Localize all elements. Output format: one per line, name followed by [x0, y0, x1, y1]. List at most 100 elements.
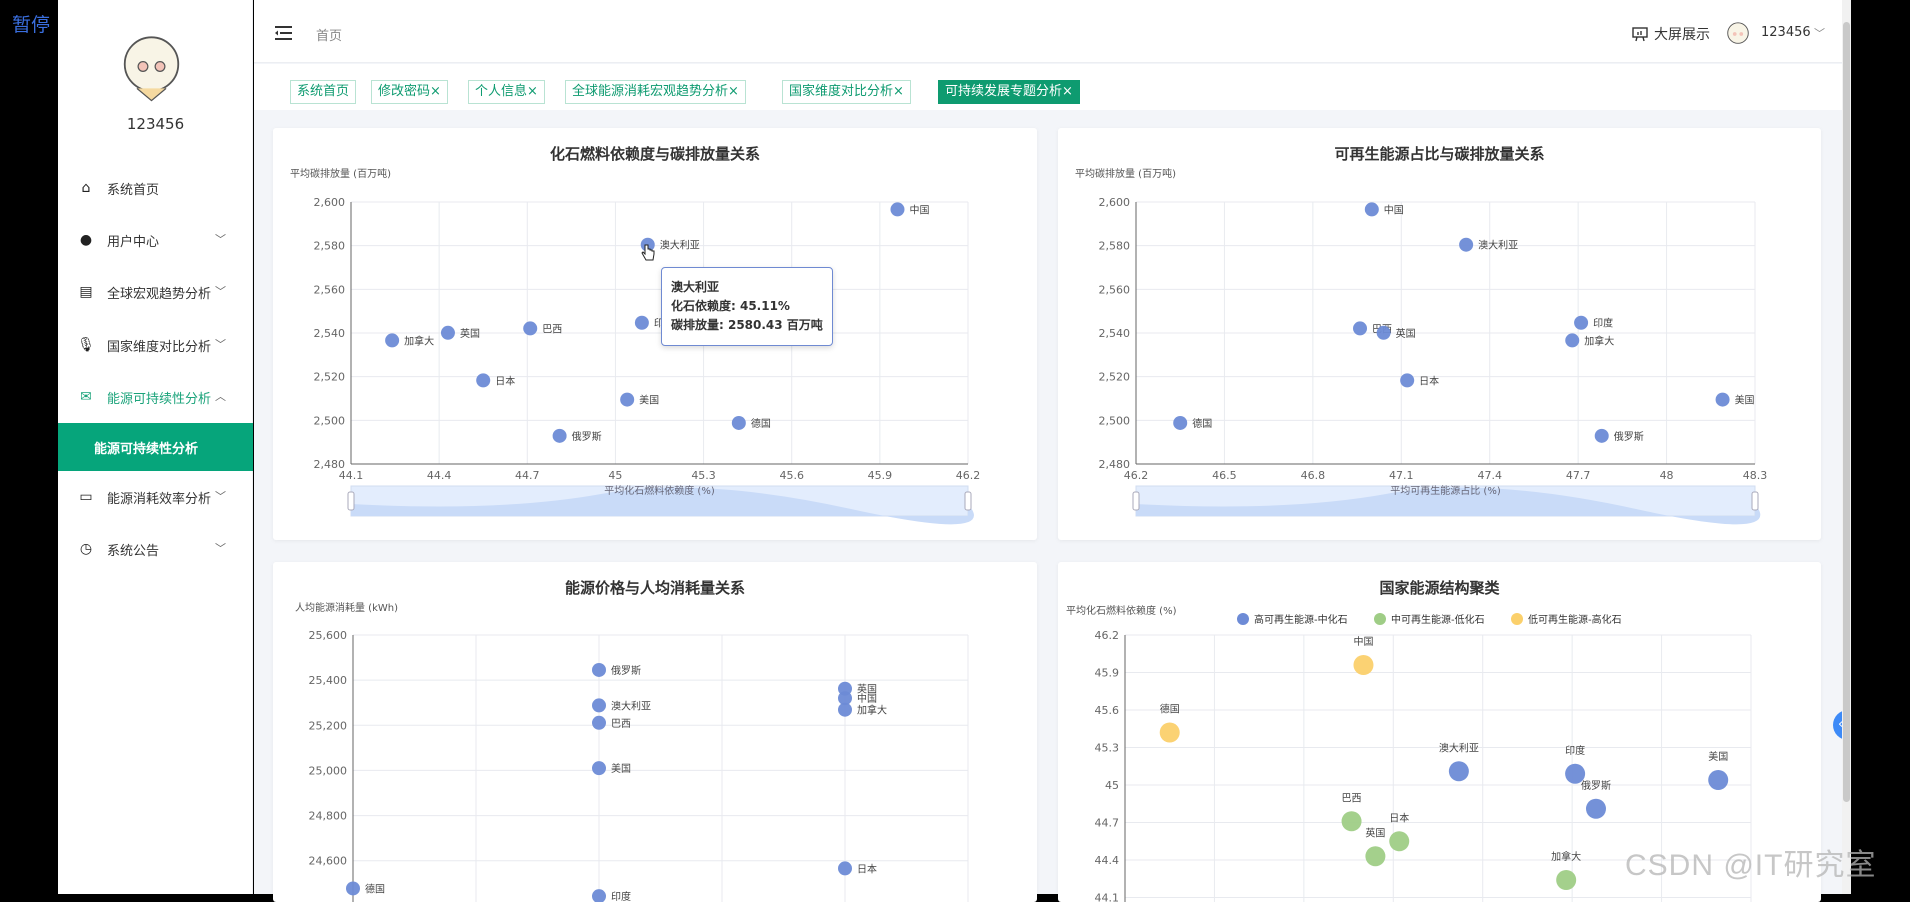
x-tick-label: 45.3 — [691, 469, 716, 482]
sidebar-item-4[interactable]: ✉能源可持续性分析︿ — [58, 377, 253, 417]
point-label: 俄罗斯 — [611, 664, 641, 677]
chevron-down-icon[interactable]: ﹀ — [1814, 25, 1825, 41]
sidebar-item-5[interactable]: ▭能源消耗效率分析﹀ — [58, 477, 253, 517]
close-icon[interactable]: × — [430, 84, 441, 99]
y-tick-label: 2,540 — [314, 327, 346, 340]
legend-label: 低可再生能源-高化石 — [1528, 613, 1622, 626]
id-card-icon: ▭ — [78, 489, 94, 505]
point-label: 加拿大 — [1584, 334, 1614, 347]
close-icon[interactable]: × — [1062, 84, 1073, 99]
x-tick-label: 46.2 — [956, 469, 981, 482]
sidebar-item-label: 系统公告 — [107, 540, 159, 559]
tab-5[interactable]: 可持续发展专题分析× — [938, 80, 1080, 104]
point-label: 巴西 — [611, 718, 631, 730]
x-tick-label: 45 — [608, 469, 622, 482]
datazoom-handle[interactable] — [348, 492, 354, 510]
close-icon[interactable]: × — [893, 84, 904, 99]
y-tick-label: 45.9 — [1095, 667, 1120, 680]
point-label: 英国 — [1396, 327, 1416, 340]
menu-toggle-icon[interactable] — [275, 26, 292, 40]
chevron-icon: ︿ — [215, 388, 226, 404]
user-avatar[interactable] — [115, 30, 188, 103]
x-tick-label: 48.3 — [1743, 469, 1768, 482]
tab-4[interactable]: 国家维度对比分析× — [782, 80, 911, 104]
y-tick-label: 44.4 — [1095, 854, 1120, 867]
point-label: 日本 — [857, 862, 877, 875]
point-label: 澳大利亚 — [611, 699, 651, 712]
datazoom-handle[interactable] — [1133, 492, 1139, 510]
scrollbar[interactable] — [1842, 0, 1851, 894]
y-tick-label: 2,560 — [1099, 283, 1131, 296]
y-tick-label: 45 — [1105, 779, 1119, 792]
home-icon: ⌂ — [78, 180, 94, 196]
chart-title: 可再生能源占比与碳排放量关系 — [1334, 145, 1544, 163]
data-point — [1565, 333, 1579, 347]
chart-title: 化石燃料依赖度与碳排放量关系 — [550, 145, 760, 163]
screen-border — [1851, 0, 1910, 894]
x-axis-label: 平均可再生能源占比 (%) — [1390, 484, 1501, 497]
main-area: 首页 大屏展示 123456 ﹀ 系统首页修改密码×个人信息×全球能源消耗宏观趋… — [254, 0, 1842, 894]
sidebar-item-2[interactable]: ▤全球宏观趋势分析﹀ — [58, 272, 253, 312]
tab-0[interactable]: 系统首页 — [290, 80, 356, 104]
point-label: 中国 — [857, 692, 877, 705]
data-point — [1353, 321, 1367, 335]
chart-title: 能源价格与人均消耗量关系 — [565, 579, 745, 597]
breadcrumb[interactable]: 首页 — [316, 25, 342, 44]
scrollbar-thumb[interactable] — [1843, 22, 1850, 802]
presentation-icon — [1632, 26, 1648, 42]
sidebar-username: 123456 — [58, 115, 253, 133]
y-axis-label: 人均能源消耗量 (kWh) — [295, 601, 398, 614]
point-label: 美国 — [1708, 750, 1728, 763]
data-point — [1716, 393, 1730, 407]
y-tick-label: 2,580 — [1099, 240, 1131, 253]
y-axis-label: 平均化石燃料依赖度 (%) — [1066, 604, 1177, 617]
close-icon[interactable]: × — [527, 84, 538, 99]
legend-label: 高可再生能源-中化石 — [1254, 613, 1348, 626]
data-point — [523, 321, 537, 335]
datazoom-handle[interactable] — [965, 492, 971, 510]
point-label: 美国 — [639, 394, 659, 407]
sidebar-item-label: 能源可持续性分析 — [107, 388, 211, 407]
microphone-icon: 🎙 — [78, 337, 94, 353]
datazoom-handle[interactable] — [1752, 492, 1758, 510]
data-point — [1595, 429, 1609, 443]
point-label: 中国 — [1384, 203, 1404, 216]
data-point — [890, 202, 904, 216]
y-tick-label: 25,000 — [309, 764, 348, 777]
chevron-icon: ﹀ — [215, 540, 226, 556]
sidebar-item-1[interactable]: ●用户中心﹀ — [58, 220, 253, 260]
point-label: 英国 — [460, 327, 480, 340]
bigscreen-button[interactable]: 大屏展示 — [1632, 24, 1710, 44]
sidebar-item-3[interactable]: 🎙国家维度对比分析﹀ — [58, 325, 253, 365]
watermark: CSDN @IT研究室 — [1625, 840, 1876, 884]
point-label: 加拿大 — [1551, 850, 1581, 863]
data-point — [553, 429, 567, 443]
point-label: 加拿大 — [404, 334, 434, 347]
y-tick-label: 45.3 — [1095, 742, 1120, 755]
data-point — [441, 326, 455, 340]
tooltip-emission: 碳排放量: 2580.43 百万吨 — [671, 316, 823, 335]
point-label: 印度 — [1593, 317, 1613, 330]
chart-title: 国家能源结构聚类 — [1379, 579, 1500, 597]
y-axis-label: 平均碳排放量 (百万吨) — [290, 167, 391, 180]
tab-2[interactable]: 个人信息× — [468, 80, 545, 104]
sidebar-item-label: 能源消耗效率分析 — [107, 488, 211, 507]
sidebar-item-label: 系统首页 — [107, 179, 159, 198]
tab-label: 个人信息 — [475, 84, 527, 99]
data-point — [592, 716, 606, 730]
sidebar-subitem-sustainability[interactable]: 能源可持续性分析 — [58, 423, 253, 471]
sidebar-item-6[interactable]: ◷系统公告﹀ — [58, 529, 253, 569]
y-tick-label: 2,540 — [1099, 327, 1131, 340]
sidebar-item-0[interactable]: ⌂ 系统首页 — [58, 168, 253, 208]
header-username[interactable]: 123456 — [1761, 25, 1811, 40]
x-tick-label: 45.6 — [779, 469, 804, 482]
tab-3[interactable]: 全球能源消耗宏观趋势分析× — [565, 80, 746, 104]
chevron-icon: ﹀ — [215, 336, 226, 352]
point-label: 俄罗斯 — [572, 430, 602, 443]
tab-1[interactable]: 修改密码× — [371, 80, 448, 104]
chart-tooltip: 澳大利亚化石依赖度: 45.11%碳排放量: 2580.43 百万吨 — [661, 267, 833, 346]
point-label: 巴西 — [542, 323, 562, 335]
header-avatar[interactable] — [1724, 20, 1752, 48]
close-icon[interactable]: × — [728, 84, 739, 99]
